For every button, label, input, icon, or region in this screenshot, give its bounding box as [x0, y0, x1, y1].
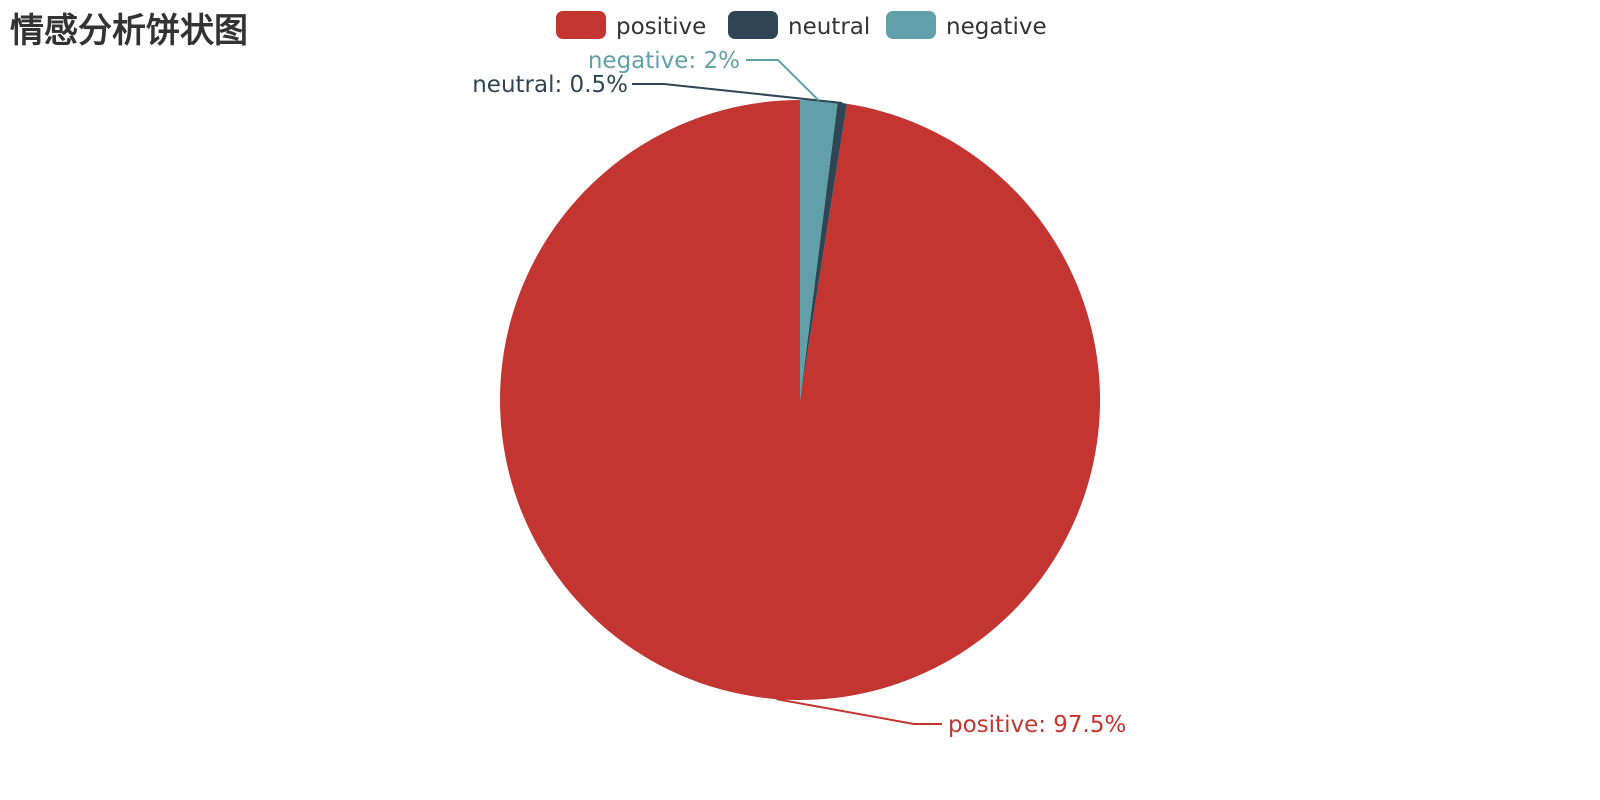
legend-swatch-positive — [556, 11, 606, 39]
legend-label-positive: positive — [616, 14, 706, 40]
pie-slice-negative[interactable] — [800, 100, 838, 400]
leader-line-neutral — [632, 83, 843, 104]
slice-label-neutral: neutral: 0.5% — [472, 72, 628, 98]
leader-lines — [632, 59, 942, 725]
legend-item-negative[interactable]: negative — [886, 11, 1047, 40]
legend-label-negative: negative — [946, 14, 1047, 40]
leader-line-negative — [746, 59, 820, 102]
chart-title: 情感分析饼状图 — [10, 11, 248, 51]
slice-labels: positive: 97.5% neutral: 0.5%negative: 2% — [472, 48, 1126, 738]
pie-slices — [500, 100, 1101, 701]
pie-slice-positive[interactable] — [500, 100, 1101, 701]
slice-label-positive: positive: 97.5% — [948, 712, 1126, 738]
legend-item-positive[interactable]: positive — [556, 11, 706, 40]
legend-item-neutral[interactable]: neutral — [728, 11, 870, 40]
legend-label-neutral: neutral — [788, 14, 870, 40]
legend: positive neutral negative — [556, 11, 1047, 40]
legend-swatch-neutral — [728, 11, 778, 39]
slice-label-negative: negative: 2% — [588, 48, 740, 74]
legend-swatch-negative — [886, 11, 936, 39]
pie-slice-neutral[interactable] — [800, 102, 847, 401]
leader-line-positive — [776, 698, 942, 725]
